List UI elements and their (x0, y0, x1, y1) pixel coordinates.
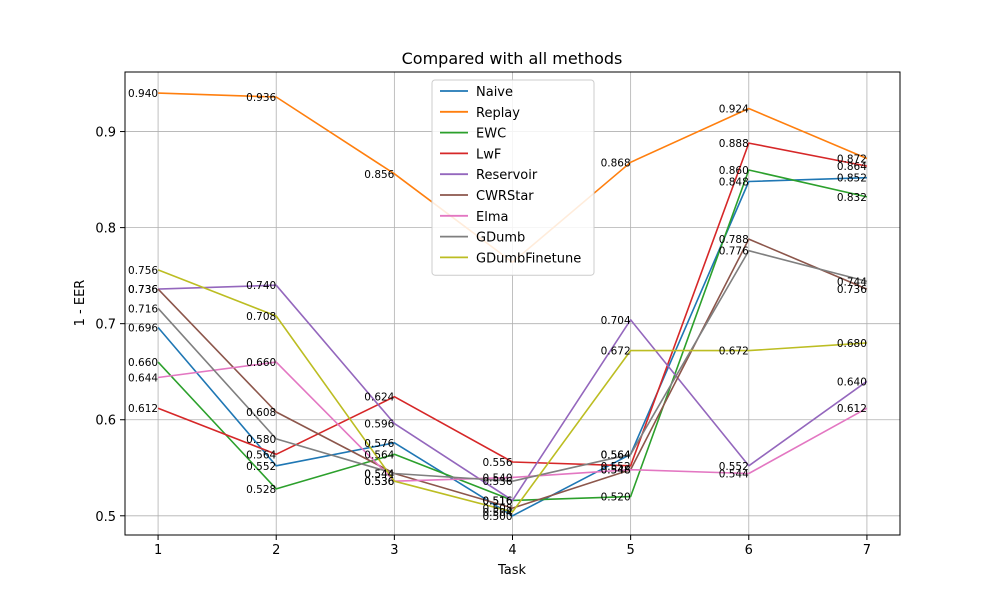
data-label: 0.548 (601, 465, 631, 477)
data-label: 0.556 (482, 457, 512, 469)
y-tick-label: 0.7 (95, 318, 116, 333)
data-label: 0.924 (719, 104, 749, 116)
legend-entry: GDumbFinetune (476, 251, 581, 266)
legend-entry: GDumb (476, 231, 525, 246)
y-tick-label: 0.9 (95, 126, 116, 141)
data-label: 0.544 (719, 469, 749, 481)
series-line-lwf (157, 142, 868, 467)
legend-entry: CWRStar (476, 189, 534, 204)
axis-ticks: 1 2 3 4 5 6 7 0.5 0.6 0.7 0.8 0.9 (95, 126, 871, 558)
x-tick-label: 1 (154, 543, 162, 558)
x-axis-label: Task (497, 563, 527, 578)
data-label: 0.856 (364, 169, 394, 181)
y-tick-label: 0.8 (95, 222, 116, 237)
x-tick-label: 7 (863, 543, 871, 558)
data-label: 0.580 (246, 434, 276, 446)
data-label: 0.940 (128, 88, 158, 100)
data-label: 0.504 (482, 507, 512, 519)
data-label: 0.508 (482, 503, 512, 515)
series-line-cwrstar (157, 238, 868, 509)
legend-entry: Replay (476, 106, 520, 121)
data-label: 0.564 (364, 449, 394, 461)
data-label: 0.644 (128, 372, 158, 384)
series-line-naive (157, 176, 867, 517)
data-label: 0.660 (128, 357, 158, 369)
data-label: 0.756 (128, 265, 158, 277)
data-label: 0.552 (601, 461, 631, 473)
data-label: 0.744 (837, 276, 867, 288)
data-label: 0.596 (364, 419, 394, 431)
data-label: 0.660 (246, 357, 276, 369)
series-line-reservoir (158, 284, 868, 502)
data-label: 0.848 (719, 177, 749, 189)
data-label: 0.544 (364, 469, 394, 481)
data-labels: 0.696 0.552 0.576 0.500 0.564 0.848 0.852 0.940… (128, 88, 867, 523)
legend: Naive Replay EWC LwF Reservoir CWRStar Elma GDu… (431, 79, 595, 276)
data-label: 0.564 (601, 449, 631, 461)
data-label: 0.536 (364, 476, 394, 488)
data-label: 0.564 (246, 449, 276, 461)
data-label: 0.936 (246, 92, 276, 104)
data-label: 0.736 (128, 284, 158, 296)
data-label: 0.500 (482, 511, 512, 523)
y-tick-label: 0.6 (95, 414, 116, 429)
data-label: 0.680 (837, 338, 867, 350)
data-label: 0.536 (482, 476, 512, 488)
x-tick-label: 3 (390, 543, 398, 558)
data-label: 0.872 (837, 153, 867, 165)
y-tick-label: 0.5 (95, 510, 116, 525)
data-label: 0.516 (482, 495, 512, 507)
data-label: 0.776 (719, 246, 749, 258)
data-label: 0.520 (601, 492, 631, 504)
x-tick-label: 2 (272, 543, 280, 558)
data-label: 0.852 (837, 173, 867, 185)
data-label: 0.564 (601, 449, 631, 461)
data-label: 0.868 (601, 157, 631, 169)
data-label: 0.788 (719, 234, 749, 246)
data-label: 0.716 (128, 303, 158, 315)
data-label: 0.516 (482, 495, 512, 507)
data-label: 0.832 (837, 192, 867, 204)
data-label: 0.576 (364, 438, 394, 450)
data-label: 0.612 (128, 403, 158, 415)
data-label: 0.740 (246, 280, 276, 292)
y-axis-label: 1 - EER (73, 280, 88, 327)
legend-entry: Elma (476, 210, 508, 225)
data-label: 0.552 (246, 461, 276, 473)
data-label: 0.864 (837, 161, 867, 173)
legend-box (431, 79, 595, 276)
data-label: 0.672 (601, 346, 631, 358)
series-line-elma (157, 361, 868, 483)
data-label: 0.708 (246, 311, 276, 323)
data-label: 0.552 (719, 461, 749, 473)
data-label: 0.608 (246, 407, 276, 419)
data-label: 0.736 (837, 284, 867, 296)
data-label: 0.736 (128, 284, 158, 296)
data-label: 0.704 (601, 315, 631, 327)
data-label: 0.624 (364, 392, 394, 404)
legend-entry: EWC (476, 127, 506, 142)
grid-lines (125, 72, 900, 535)
data-label: 0.888 (719, 138, 749, 150)
legend-entry: Naive (476, 85, 513, 100)
legend-entry: LwF (476, 147, 501, 162)
chart-title: Compared with all methods (402, 49, 623, 68)
data-label: 0.696 (128, 323, 158, 335)
data-label: 0.548 (601, 465, 631, 477)
data-label: 0.540 (482, 472, 512, 484)
data-label: 0.640 (837, 376, 867, 388)
x-tick-label: 6 (745, 543, 753, 558)
series-line-gdumbfinetune (157, 269, 867, 513)
data-label: 0.544 (364, 469, 394, 481)
data-label: 0.528 (246, 484, 276, 496)
data-label: 0.860 (719, 165, 749, 177)
series-line-gdumb (157, 249, 868, 483)
legend-entry: Reservoir (476, 168, 538, 183)
data-label: 0.536 (364, 476, 394, 488)
data-label: 0.672 (719, 346, 749, 358)
x-tick-label: 5 (626, 543, 634, 558)
x-tick-label: 4 (508, 543, 516, 558)
data-label: 0.612 (837, 403, 867, 415)
